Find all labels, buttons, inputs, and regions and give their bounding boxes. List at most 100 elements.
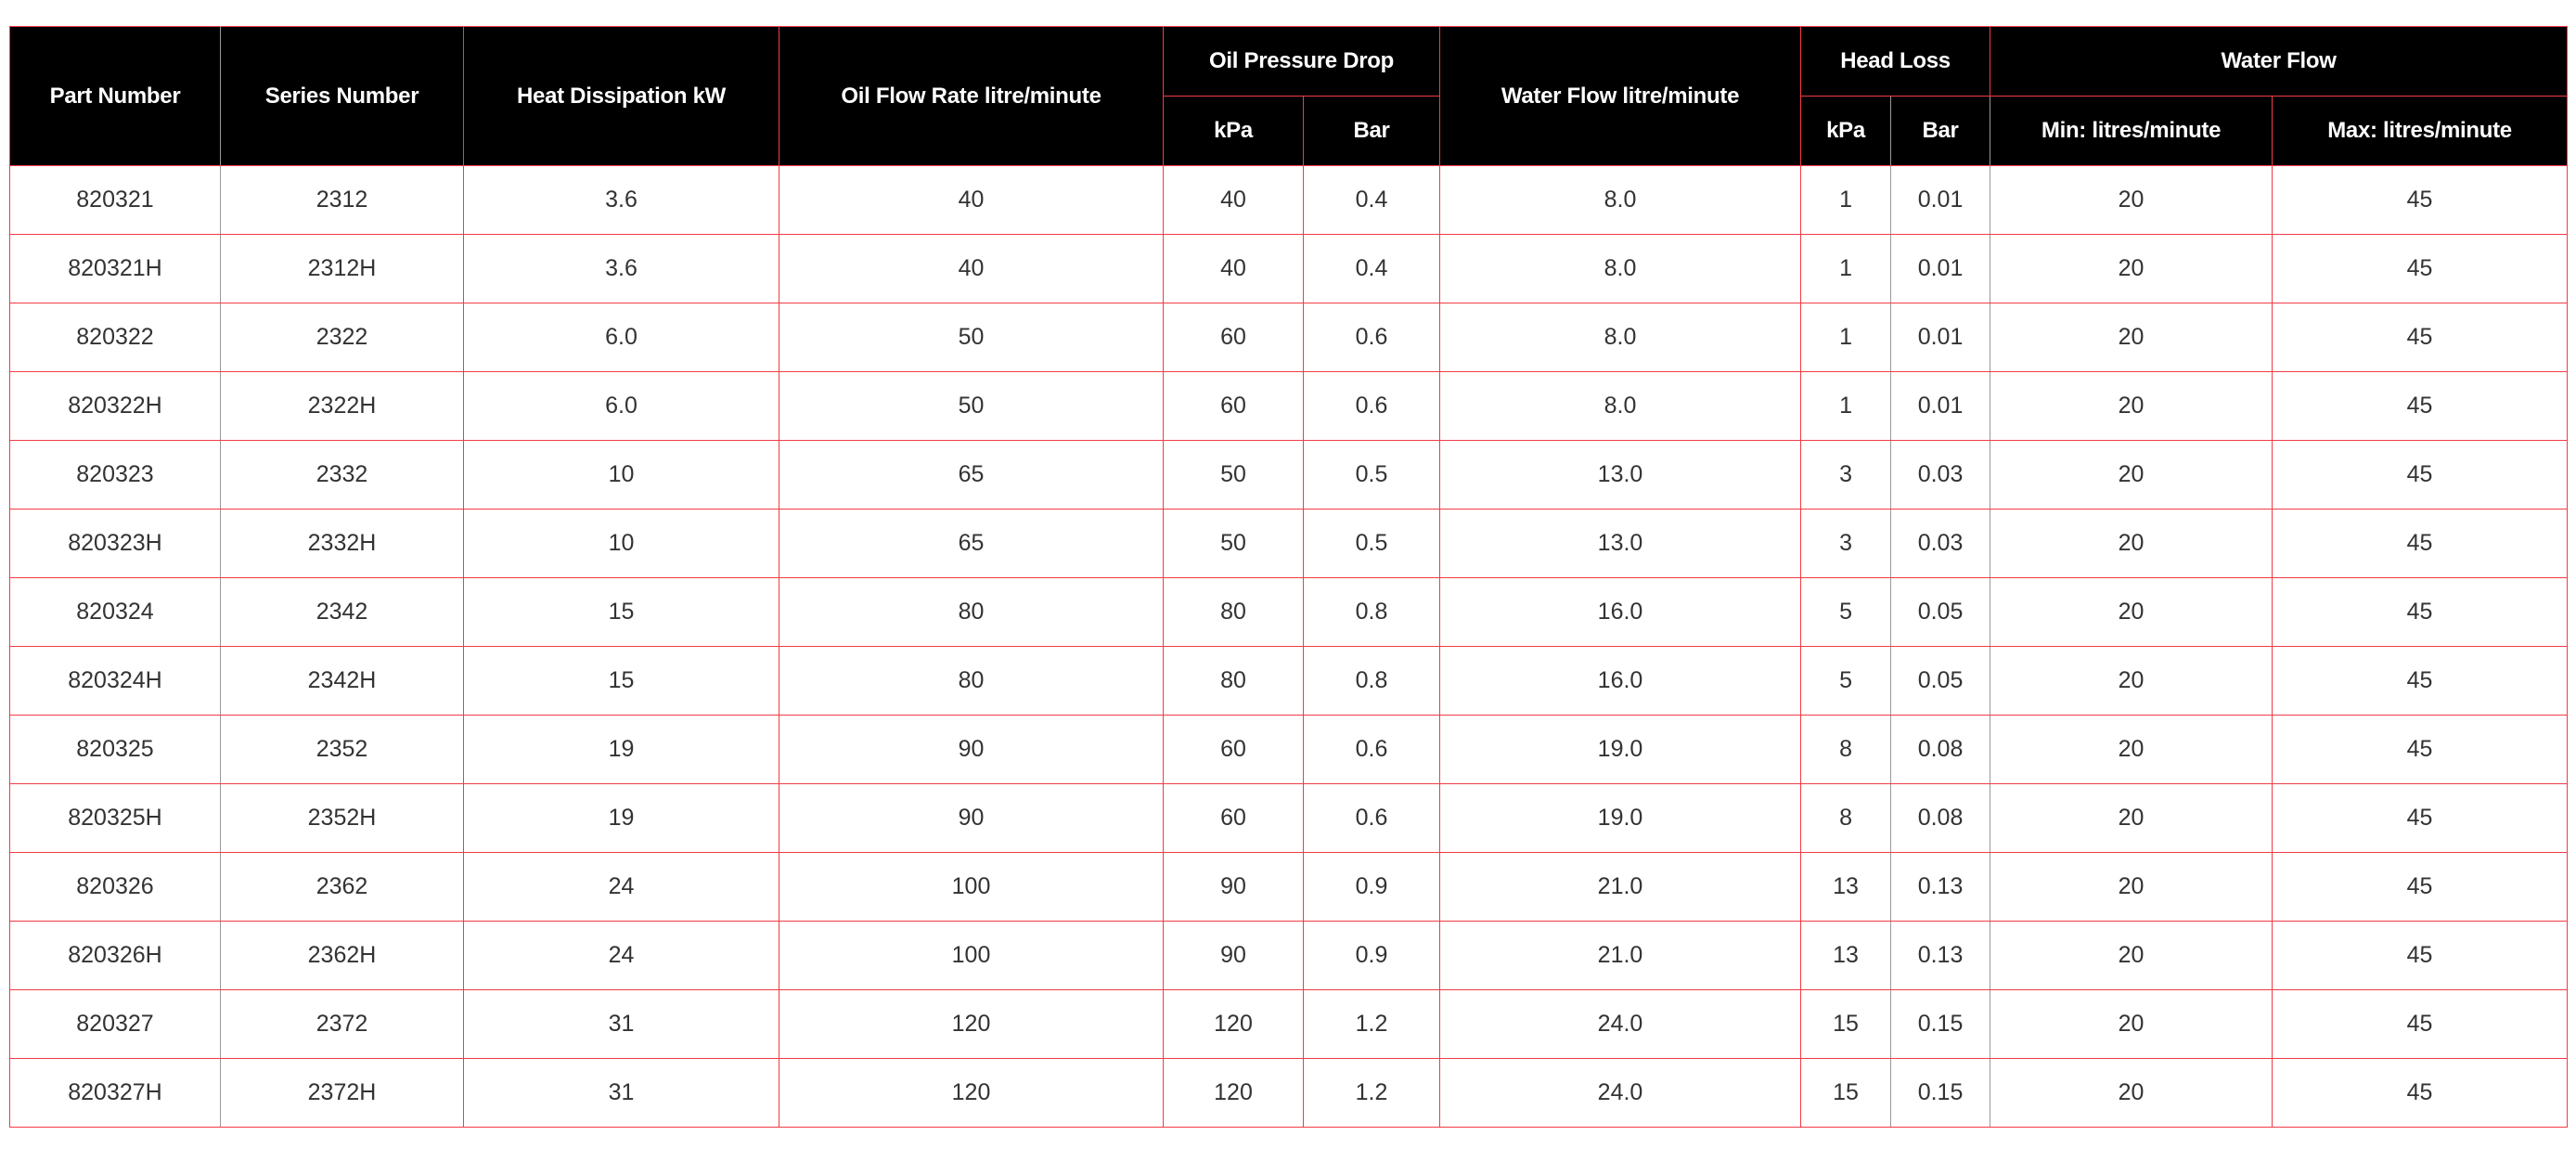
cell-wf-max: 45	[2272, 165, 2569, 235]
cell-part-number: 820326	[9, 852, 221, 922]
cell-hl-kpa: 5	[1800, 577, 1892, 647]
header-opd-kpa: kPa	[1163, 96, 1304, 166]
header-hl-kpa: kPa	[1800, 96, 1892, 166]
cell-heat-dissipation: 19	[463, 783, 779, 853]
cell-oil-flow-rate: 100	[779, 921, 1164, 990]
cell-water-flow-rate: 19.0	[1439, 783, 1802, 853]
cell-wf-min: 20	[1990, 577, 2273, 647]
table-row: 820326 2362 24 100 90 0.9 21.0 13 0.13 20 45	[9, 852, 2569, 922]
cell-opd-bar: 0.6	[1302, 303, 1441, 372]
cell-series-number: 2322H	[220, 371, 464, 441]
cell-part-number: 820323H	[9, 509, 221, 578]
cell-heat-dissipation: 6.0	[463, 303, 779, 372]
cell-heat-dissipation: 3.6	[463, 165, 779, 235]
cell-part-number: 820325	[9, 715, 221, 784]
cell-hl-bar: 0.13	[1890, 921, 1991, 990]
header-water-flow: Water Flow	[1990, 26, 2569, 97]
cell-wf-max: 45	[2272, 783, 2569, 853]
cell-wf-max: 45	[2272, 852, 2569, 922]
cell-part-number: 820322	[9, 303, 221, 372]
cell-series-number: 2312	[220, 165, 464, 235]
cell-series-number: 2352H	[220, 783, 464, 853]
header-head-loss: Head Loss	[1800, 26, 1991, 97]
cell-wf-min: 20	[1990, 234, 2273, 303]
cell-part-number: 820325H	[9, 783, 221, 853]
cell-series-number: 2352	[220, 715, 464, 784]
cell-hl-kpa: 13	[1800, 921, 1892, 990]
cell-oil-flow-rate: 40	[779, 165, 1164, 235]
cell-part-number: 820321	[9, 165, 221, 235]
cell-hl-bar: 0.03	[1890, 440, 1991, 510]
cell-water-flow-rate: 8.0	[1439, 165, 1802, 235]
cell-wf-min: 20	[1990, 646, 2273, 716]
cell-heat-dissipation: 3.6	[463, 234, 779, 303]
table-row: 820322 2322 6.0 50 60 0.6 8.0 1 0.01 20 45	[9, 303, 2569, 372]
cell-wf-min: 20	[1990, 371, 2273, 441]
header-oil-pressure-drop: Oil Pressure Drop	[1162, 26, 1441, 97]
cell-opd-bar: 0.6	[1302, 371, 1441, 441]
cell-oil-flow-rate: 50	[779, 303, 1164, 372]
table-row: 820325 2352 19 90 60 0.6 19.0 8 0.08 20 45	[9, 715, 2569, 784]
cell-wf-min: 20	[1990, 921, 2273, 990]
cell-heat-dissipation: 10	[463, 440, 779, 510]
cell-heat-dissipation: 31	[463, 1058, 779, 1128]
cell-hl-kpa: 3	[1800, 509, 1892, 578]
cell-hl-kpa: 1	[1800, 371, 1892, 441]
cell-water-flow-rate: 19.0	[1439, 715, 1802, 784]
cell-water-flow-rate: 13.0	[1439, 440, 1802, 510]
table-row: 820321H 2312H 3.6 40 40 0.4 8.0 1 0.01 20 45	[9, 234, 2569, 303]
cell-opd-kpa: 90	[1163, 852, 1304, 922]
cell-hl-bar: 0.08	[1890, 715, 1991, 784]
cell-opd-bar: 0.9	[1302, 852, 1441, 922]
cell-wf-max: 45	[2272, 1058, 2569, 1128]
cell-hl-bar: 0.15	[1890, 1058, 1991, 1128]
cell-opd-bar: 0.5	[1302, 509, 1441, 578]
cell-oil-flow-rate: 120	[779, 1058, 1164, 1128]
header-wf-max: Max: litres/minute	[2272, 96, 2569, 166]
cell-hl-bar: 0.01	[1890, 234, 1991, 303]
cell-part-number: 820324	[9, 577, 221, 647]
cell-water-flow-rate: 8.0	[1439, 371, 1802, 441]
cell-opd-kpa: 40	[1163, 234, 1304, 303]
cell-water-flow-rate: 8.0	[1439, 234, 1802, 303]
cell-hl-kpa: 3	[1800, 440, 1892, 510]
header-hl-bar: Bar	[1890, 96, 1991, 166]
cell-part-number: 820326H	[9, 921, 221, 990]
cell-hl-kpa: 1	[1800, 303, 1892, 372]
cell-water-flow-rate: 24.0	[1439, 989, 1802, 1059]
cell-wf-min: 20	[1990, 989, 2273, 1059]
cell-oil-flow-rate: 80	[779, 646, 1164, 716]
cell-opd-kpa: 80	[1163, 646, 1304, 716]
cell-heat-dissipation: 24	[463, 921, 779, 990]
cell-opd-kpa: 120	[1163, 1058, 1304, 1128]
cell-wf-max: 45	[2272, 577, 2569, 647]
header-series-number: Series Number	[220, 26, 464, 166]
table-row: 820327H 2372H 31 120 120 1.2 24.0 15 0.15 20 45	[9, 1058, 2569, 1128]
specifications-table: Part Number Series Number Heat Dissipati…	[9, 26, 2569, 1128]
cell-wf-max: 45	[2272, 989, 2569, 1059]
table-row: 820326H 2362H 24 100 90 0.9 21.0 13 0.13 20 45	[9, 921, 2569, 990]
cell-opd-kpa: 50	[1163, 509, 1304, 578]
cell-oil-flow-rate: 65	[779, 509, 1164, 578]
cell-opd-kpa: 60	[1163, 715, 1304, 784]
cell-water-flow-rate: 16.0	[1439, 646, 1802, 716]
cell-series-number: 2372	[220, 989, 464, 1059]
cell-wf-max: 45	[2272, 921, 2569, 990]
cell-part-number: 820324H	[9, 646, 221, 716]
cell-series-number: 2322	[220, 303, 464, 372]
cell-oil-flow-rate: 80	[779, 577, 1164, 647]
cell-hl-kpa: 13	[1800, 852, 1892, 922]
cell-opd-kpa: 50	[1163, 440, 1304, 510]
cell-opd-bar: 0.4	[1302, 165, 1441, 235]
cell-oil-flow-rate: 50	[779, 371, 1164, 441]
cell-heat-dissipation: 31	[463, 989, 779, 1059]
table-body: 820321 2312 3.6 40 40 0.4 8.0 1 0.01 20 45 820321H 2…	[9, 165, 2569, 1128]
cell-hl-bar: 0.15	[1890, 989, 1991, 1059]
cell-wf-max: 45	[2272, 509, 2569, 578]
cell-hl-bar: 0.03	[1890, 509, 1991, 578]
cell-heat-dissipation: 15	[463, 577, 779, 647]
cell-opd-kpa: 120	[1163, 989, 1304, 1059]
cell-opd-bar: 1.2	[1302, 989, 1441, 1059]
header-opd-bar: Bar	[1302, 96, 1441, 166]
cell-part-number: 820321H	[9, 234, 221, 303]
